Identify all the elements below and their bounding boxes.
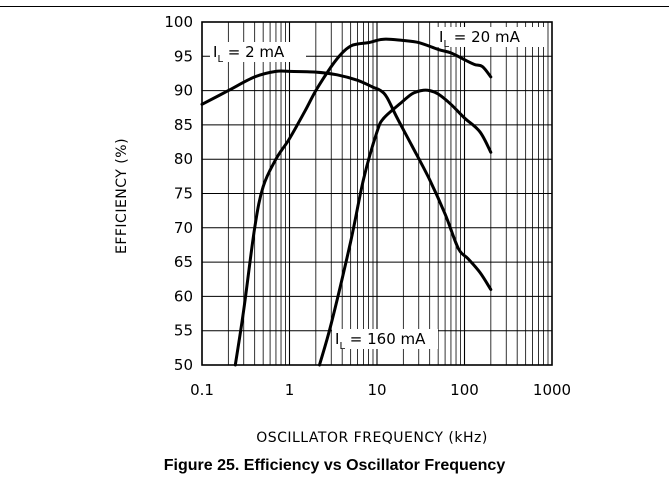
- y-tick-label: 100: [164, 13, 193, 31]
- plot-frame: [201, 21, 553, 366]
- series-line-3: [318, 88, 493, 367]
- y-tick-label: 50: [174, 356, 193, 374]
- series-line-1: [200, 69, 493, 291]
- x-tick-label: 100: [450, 381, 479, 399]
- y-tick-label: 60: [174, 287, 193, 305]
- y-tick-label: 75: [174, 185, 193, 203]
- y-tick-label: 80: [174, 150, 193, 168]
- x-axis-title: OSCILLATOR FREQUENCY (kHz): [256, 430, 488, 446]
- top-rule: [0, 6, 669, 7]
- annotations: IL = 2 mA IL = 20 mA IL = 160 mA: [210, 27, 544, 352]
- annotation-label-3: IL = 160 mA: [335, 330, 426, 352]
- x-tick-label: 1000: [533, 381, 571, 399]
- y-tick-label: 85: [174, 116, 193, 134]
- y-tick-label: 90: [174, 82, 193, 100]
- annotation-background: [210, 42, 306, 62]
- x-tick-label: 10: [367, 381, 386, 399]
- y-tick-label: 70: [174, 219, 193, 237]
- y-tick-label: 65: [174, 253, 193, 271]
- annotation-background: [436, 27, 544, 47]
- x-tick-label: 0.1: [190, 381, 214, 399]
- grid: [201, 21, 553, 366]
- y-tick-label: 95: [174, 47, 193, 65]
- y-axis-title: EFFICIENCY (%): [114, 138, 130, 254]
- y-tick-label: 55: [174, 322, 193, 340]
- efficiency-chart: IL = 2 mA IL = 20 mA IL = 160 mA 0.1 1 10 100…: [114, 13, 571, 446]
- curves: [200, 37, 493, 367]
- figure-caption: Figure 25. Efficiency vs Oscillator Freq…: [163, 457, 506, 474]
- annotation-background: [332, 329, 438, 349]
- series-line-2: [233, 37, 493, 367]
- annotation-label-2: IL = 20 mA: [439, 28, 521, 50]
- x-tick-label: 1: [285, 381, 295, 399]
- tick-labels: 0.1 1 10 100 1000 50 55 60 65 70 75 80 85 90 95 100: [164, 13, 571, 399]
- annotation-label-1: IL = 2 mA: [213, 43, 285, 65]
